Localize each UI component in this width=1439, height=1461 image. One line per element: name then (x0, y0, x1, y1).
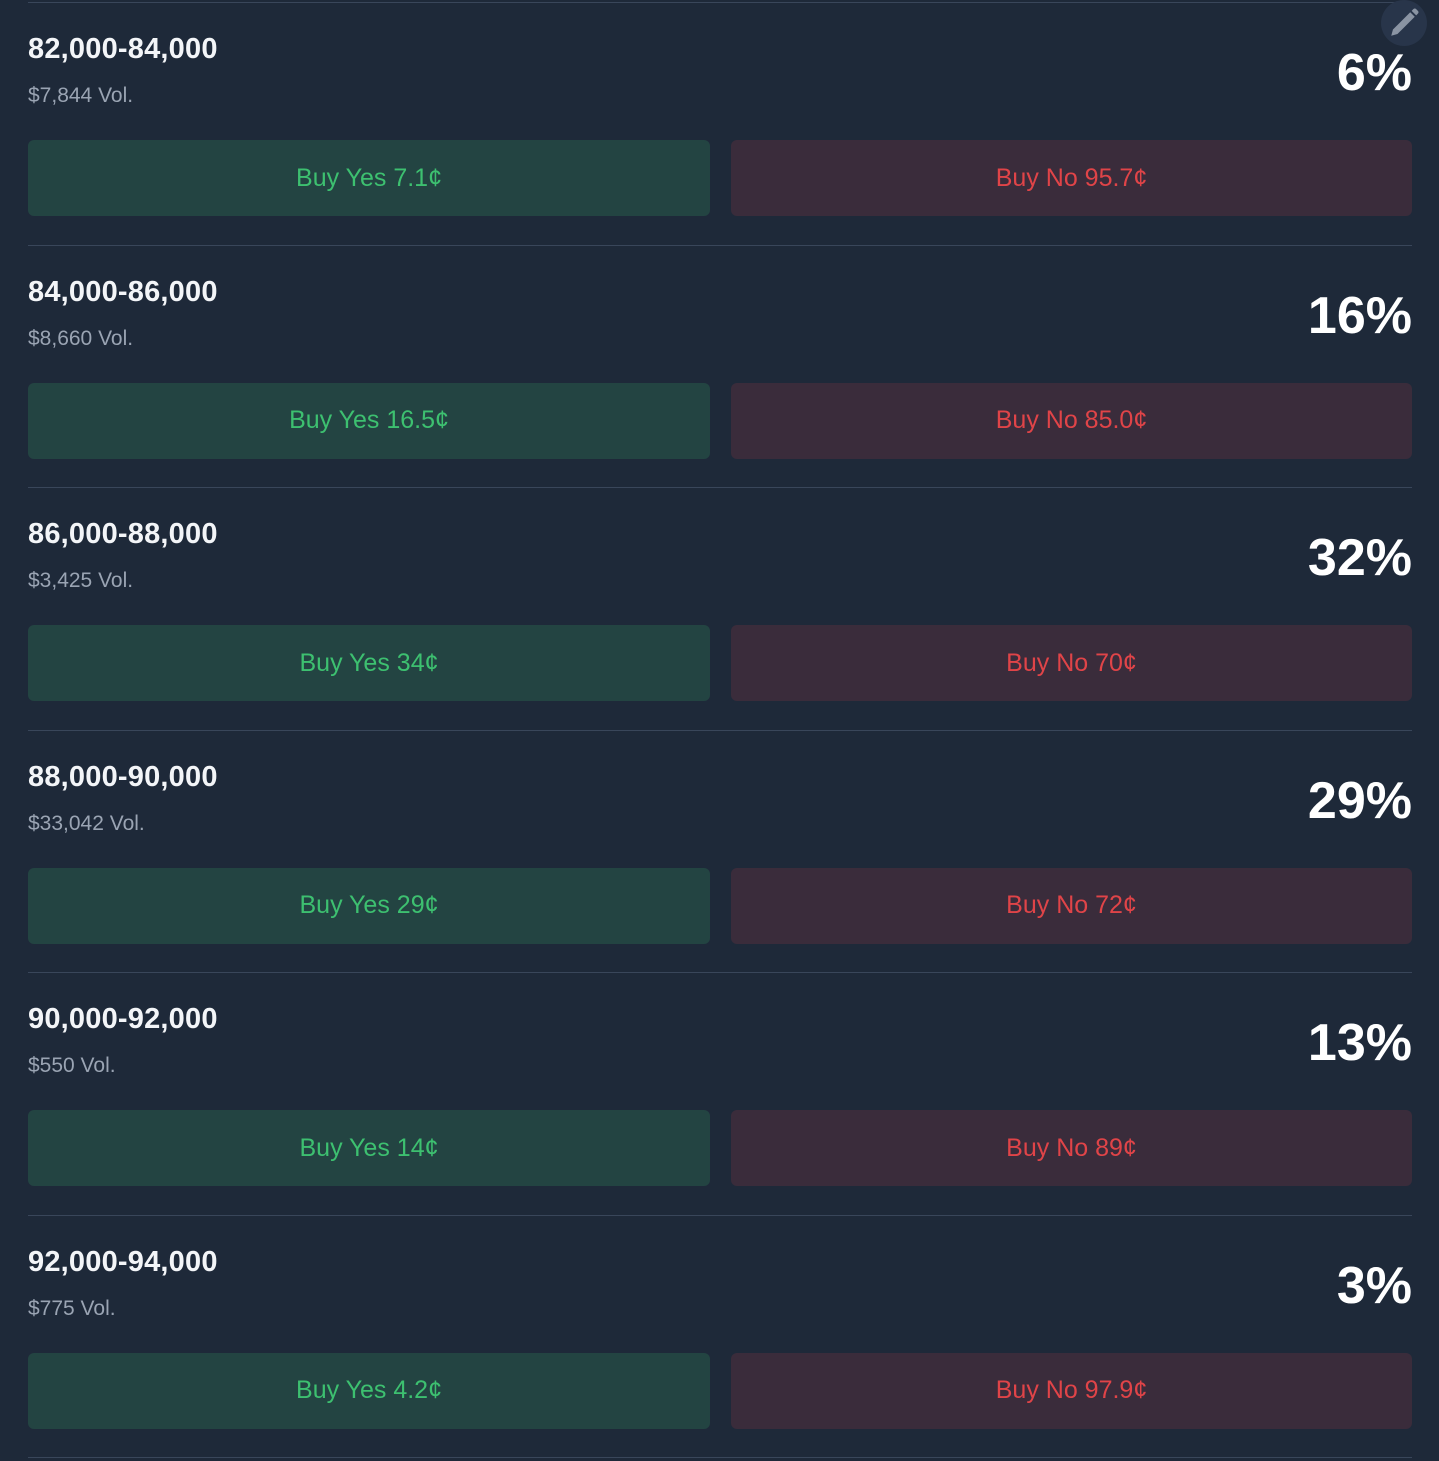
pencil-icon-glyph (1391, 8, 1419, 36)
market-volume: $3,425 Vol. (28, 569, 134, 592)
market-range: 86,000-88,000 (28, 518, 218, 550)
buy-yes-button[interactable]: Buy Yes 4.2¢ (28, 1352, 710, 1429)
top-divider (28, 2, 1411, 3)
market-volume: $8,660 Vol. (28, 326, 134, 350)
market-list: 82,000-84,000 $7,844 Vol. 6% Buy Yes 7.1… (28, 3, 1412, 1458)
buy-no-button[interactable]: Buy No 70¢ (731, 625, 1412, 701)
market-range: 84,000-86,000 (28, 275, 218, 308)
market-volume: $33,042 Vol. (28, 811, 145, 835)
market-volume: $7,844 Vol. (28, 84, 134, 107)
market-row: 88,000-90,000 $33,042 Vol. 29% Buy Yes 2… (28, 731, 1412, 973)
market-range: 88,000-90,000 (28, 760, 218, 793)
market-probability: 3% (1336, 1256, 1412, 1315)
buy-no-button[interactable]: Buy No 72¢ (731, 867, 1412, 944)
buy-yes-button[interactable]: Buy Yes 34¢ (28, 625, 710, 701)
market-row: 86,000-88,000 $3,425 Vol. 32% Buy Yes 34… (28, 488, 1412, 731)
market-row: 90,000-92,000 $550 Vol. 13% Buy Yes 14¢ … (28, 973, 1412, 1216)
market-range: 90,000-92,000 (28, 1003, 218, 1035)
buy-no-button[interactable]: Buy No 89¢ (731, 1110, 1412, 1186)
market-volume: $550 Vol. (28, 1054, 116, 1077)
market-volume: $775 Vol. (28, 1296, 116, 1320)
buy-no-button[interactable]: Buy No 97.9¢ (731, 1352, 1412, 1429)
buy-yes-button[interactable]: Buy Yes 7.1¢ (28, 140, 710, 216)
market-range: 82,000-84,000 (28, 33, 218, 65)
market-probability: 16% (1307, 286, 1412, 345)
market-range: 92,000-94,000 (28, 1245, 218, 1278)
buy-no-button[interactable]: Buy No 95.7¢ (731, 140, 1412, 216)
market-probability: 32% (1307, 529, 1412, 587)
pencil-icon[interactable] (1381, 0, 1427, 46)
buy-yes-button[interactable]: Buy Yes 14¢ (28, 1110, 710, 1186)
market-probability: 29% (1307, 771, 1412, 830)
buy-yes-button[interactable]: Buy Yes 16.5¢ (28, 382, 710, 459)
market-row: 82,000-84,000 $7,844 Vol. 6% Buy Yes 7.1… (28, 3, 1412, 246)
buy-no-button[interactable]: Buy No 85.0¢ (731, 382, 1412, 459)
buy-yes-button[interactable]: Buy Yes 29¢ (28, 867, 710, 944)
market-row: 92,000-94,000 $775 Vol. 3% Buy Yes 4.2¢ … (28, 1216, 1412, 1458)
market-probability: 13% (1307, 1014, 1412, 1072)
market-row: 84,000-86,000 $8,660 Vol. 16% Buy Yes 16… (28, 246, 1412, 488)
market-probability: 6% (1336, 44, 1412, 102)
